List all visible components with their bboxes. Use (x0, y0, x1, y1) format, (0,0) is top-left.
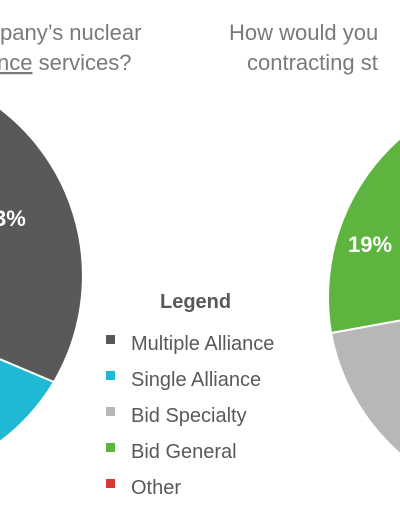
legend-label-bid-general: Bid General (131, 441, 237, 463)
legend-label-bid-specialty: Bid Specialty (131, 405, 247, 427)
left-question-underlined: nce (0, 50, 32, 75)
left-question-rest: services? (32, 50, 131, 75)
left-pie-slice-single-alliance (0, 358, 56, 443)
left-pie: 3% (0, 107, 84, 443)
legend-label-other: Other (131, 477, 181, 499)
right-question-line-2: contracting st (247, 50, 378, 75)
right-pie-slice-bid-general (327, 136, 400, 335)
left-question-line-2: nce services? (0, 50, 132, 75)
legend-swatch-single-alliance (106, 371, 115, 380)
legend-title: Legend (160, 291, 231, 313)
left-question-line-1: pany’s nuclear (0, 20, 141, 45)
left-pie-label: 3% (0, 206, 26, 231)
legend-swatch-multiple-alliance (106, 335, 115, 344)
right-pie-slice-bid-specialty (329, 319, 400, 456)
legend: Legend Multiple Alliance Single Alliance… (106, 291, 274, 499)
legend-swatch-bid-general (106, 443, 115, 452)
left-pie-slice-multiple-alliance (0, 107, 84, 384)
legend-label-single-alliance: Single Alliance (131, 369, 261, 391)
right-question-line-1: How would you (229, 20, 378, 45)
legend-label-multiple-alliance: Multiple Alliance (131, 333, 274, 355)
right-pie: 19% (327, 136, 400, 456)
legend-swatch-bid-specialty (106, 407, 115, 416)
legend-swatch-other (106, 479, 115, 488)
right-pie-label: 19% (348, 232, 392, 257)
